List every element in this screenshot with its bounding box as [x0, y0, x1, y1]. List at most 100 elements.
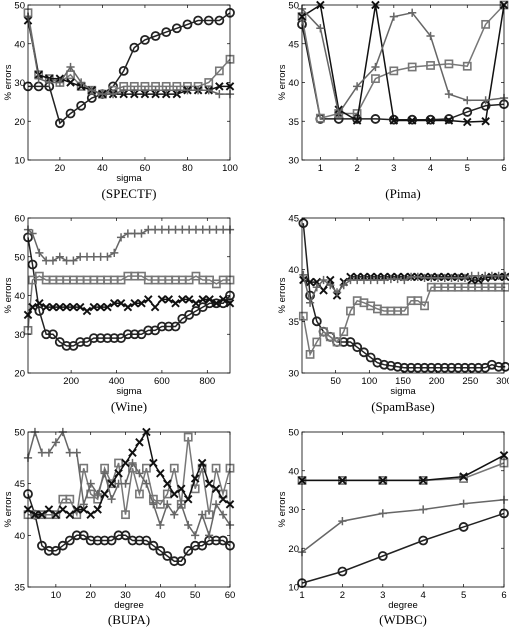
chart-panel-3: 200 400 600 800 20 30 40 50 60 sigma % errors (Wine…	[3, 214, 235, 414]
data-point-circle	[64, 535, 75, 546]
data-point-plus	[45, 78, 54, 87]
data-point-x	[35, 298, 44, 308]
data-point-x	[218, 295, 228, 304]
data-point-circle	[102, 333, 113, 344]
data-point-circle	[141, 535, 152, 546]
data-point-circle	[75, 337, 86, 347]
data-point-square	[312, 337, 322, 347]
data-point-x	[123, 302, 133, 312]
data-point-circle	[78, 530, 89, 541]
chart-panel-1: 20 40 60 80 100 10 20 30 40 50 sigma % errors (SPECT…	[3, 1, 238, 202]
data-point-square	[399, 306, 409, 316]
data-point-x	[144, 295, 153, 304]
data-point-plus	[408, 8, 417, 17]
x-tick-label: 40	[97, 163, 108, 174]
series-line-square	[28, 437, 231, 518]
data-point-square	[420, 301, 429, 311]
data-point-circle	[155, 545, 166, 556]
data-point-x	[58, 505, 68, 514]
y-tick-label: 10	[288, 583, 299, 594]
data-point-x	[481, 116, 490, 126]
data-point-x	[86, 510, 95, 519]
series-line-square	[301, 4, 505, 120]
data-point-circle	[106, 535, 117, 546]
chart-panel-4: 50 100 150 200 250 300 30 35 40 45 sigma % errors (S…	[277, 214, 509, 414]
data-point-square	[162, 489, 172, 499]
data-point-circle	[365, 352, 376, 363]
chart-panel-5: 10 20 30 40 50 60 35 40 45 50 degree % errors (BUPA)	[3, 428, 235, 628]
data-point-circle	[214, 15, 225, 26]
plot-frame	[301, 217, 505, 374]
data-point-plus	[177, 500, 186, 509]
data-point-plus	[162, 86, 171, 95]
data-point-x	[149, 458, 158, 468]
data-point-circle	[48, 329, 58, 340]
y-tick-label: 10	[14, 156, 25, 167]
data-point-circle	[379, 359, 390, 370]
data-point-circle	[76, 100, 87, 111]
data-point-square	[114, 458, 123, 468]
data-point-square	[79, 463, 89, 473]
data-point-plus	[86, 479, 95, 488]
data-point-plus	[137, 229, 146, 238]
data-point-x	[121, 458, 130, 468]
data-point-circle	[41, 329, 52, 340]
data-point-plus	[114, 479, 123, 488]
data-point-plus	[299, 270, 308, 279]
data-point-x	[82, 306, 92, 316]
data-point-x	[44, 505, 54, 514]
data-point-plus	[110, 248, 119, 257]
data-point-plus	[378, 509, 387, 518]
data-point-circle	[129, 42, 140, 53]
y-tick-label: 40	[14, 291, 25, 302]
data-point-square	[346, 306, 355, 316]
data-point-square	[332, 337, 342, 347]
y-tick-label: 40	[288, 265, 299, 276]
data-point-circle	[43, 545, 54, 556]
data-point-x	[96, 302, 105, 312]
data-point-x	[426, 116, 435, 125]
data-point-square	[211, 463, 221, 473]
data-point-x	[69, 302, 78, 312]
data-point-x	[114, 469, 123, 478]
data-point-square	[214, 66, 224, 76]
data-point-x	[156, 469, 165, 478]
data-point-plus	[501, 271, 509, 280]
y-tick-label: 60	[14, 214, 25, 225]
data-point-plus	[481, 96, 490, 105]
data-point-x	[467, 275, 476, 285]
data-point-circle	[406, 362, 416, 373]
data-point-x	[418, 476, 428, 485]
data-point-circle	[161, 27, 172, 38]
data-point-x	[130, 298, 139, 308]
data-point-plus	[205, 531, 214, 540]
data-point-circle	[170, 321, 181, 332]
data-point-x	[352, 116, 362, 125]
data-point-square	[319, 327, 328, 337]
data-point-circle	[171, 23, 182, 34]
data-point-circle	[27, 259, 38, 270]
data-point-plus	[191, 531, 200, 540]
series-line-square	[302, 286, 506, 357]
data-point-x	[79, 505, 88, 514]
x-tick-label: 4	[421, 590, 426, 601]
data-point-x	[75, 302, 85, 312]
y-axis-label: % errors	[277, 491, 288, 527]
data-point-circle	[439, 362, 450, 373]
y-tick-label: 30	[288, 369, 299, 380]
data-point-plus	[444, 90, 454, 99]
data-point-x	[407, 116, 417, 125]
series-line-circle	[28, 12, 231, 125]
data-point-circle	[182, 19, 193, 30]
data-point-circle	[193, 15, 204, 26]
data-point-x	[48, 302, 58, 312]
data-point-plus	[172, 86, 181, 95]
y-tick-label: 20	[14, 117, 25, 128]
data-point-circle	[218, 535, 228, 546]
x-axis-label: sigma	[116, 173, 142, 184]
data-point-plus	[135, 469, 144, 478]
data-point-x	[163, 479, 172, 488]
data-point-square	[389, 66, 399, 76]
data-point-x	[107, 479, 116, 488]
